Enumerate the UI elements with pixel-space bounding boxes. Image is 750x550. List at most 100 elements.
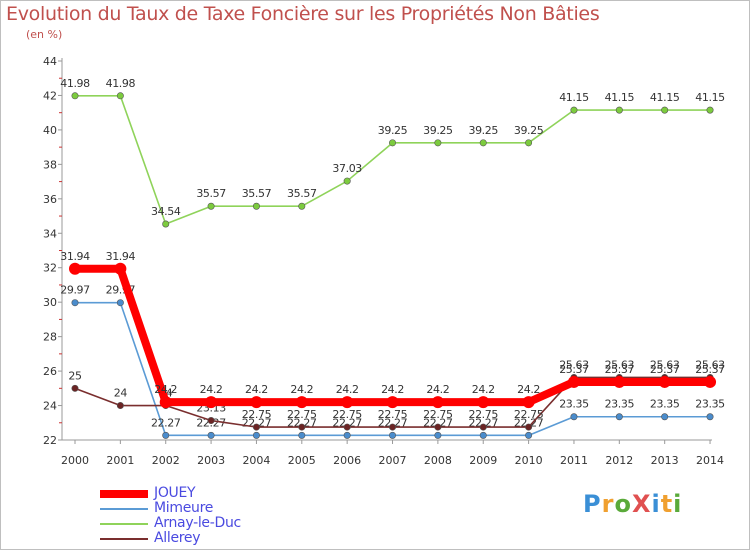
- y-tick-label: 24: [43, 400, 57, 413]
- data-point: [205, 396, 218, 409]
- chart-title: Evolution du Taux de Taxe Foncière sur l…: [6, 3, 600, 25]
- data-label: 25.37: [695, 363, 725, 376]
- data-label: 25.37: [650, 363, 680, 376]
- y-tick-label: 22: [43, 434, 57, 447]
- logo-letter: X: [631, 490, 652, 518]
- data-label: 22.75: [514, 408, 544, 421]
- logo-letter: P: [583, 490, 602, 518]
- x-tick-label: 2014: [696, 454, 724, 467]
- y-tick-label: 38: [43, 158, 57, 171]
- data-point: [343, 423, 351, 431]
- x-tick-label: 2002: [152, 454, 180, 467]
- data-label: 41.98: [106, 77, 136, 90]
- data-point: [477, 396, 490, 409]
- data-point: [567, 375, 580, 388]
- data-point: [479, 139, 487, 147]
- data-point: [116, 299, 124, 307]
- data-label: 22.27: [332, 416, 362, 429]
- data-point: [570, 413, 578, 421]
- data-point: [207, 431, 215, 439]
- data-point: [613, 375, 626, 388]
- x-tick-label: 2000: [61, 454, 89, 467]
- data-point: [252, 431, 260, 439]
- data-label: 22.27: [151, 416, 181, 429]
- data-label: 41.15: [605, 91, 635, 104]
- chart-subtitle: (en %): [26, 28, 63, 41]
- data-label: 24.2: [290, 383, 313, 396]
- x-tick-label: 2008: [424, 454, 452, 467]
- legend-item: JOUEY: [100, 486, 241, 501]
- data-label: 41.98: [60, 77, 90, 90]
- data-label: 37.03: [332, 162, 362, 175]
- data-point: [661, 413, 669, 421]
- legend-label: Arnay-le-Duc: [154, 515, 241, 531]
- data-label: 22.75: [242, 408, 272, 421]
- data-label: 25.63: [559, 358, 589, 371]
- data-point: [431, 396, 444, 409]
- x-tick-label: 2001: [106, 454, 134, 467]
- y-tick-label: 26: [43, 365, 57, 378]
- data-point: [162, 431, 170, 439]
- y-tick-label: 32: [43, 262, 57, 275]
- data-point: [479, 431, 487, 439]
- data-point: [434, 139, 442, 147]
- x-tick-label: 2012: [605, 454, 633, 467]
- y-tick-label: 44: [43, 55, 57, 68]
- data-label: 25.63: [605, 358, 635, 371]
- data-point: [71, 299, 79, 307]
- x-tick-label: 2004: [242, 454, 270, 467]
- data-label: 22.75: [378, 408, 408, 421]
- data-point: [298, 202, 306, 210]
- data-point: [295, 396, 308, 409]
- data-point: [479, 423, 487, 431]
- x-tick-label: 2006: [333, 454, 361, 467]
- data-point: [615, 106, 623, 114]
- data-label: 39.25: [378, 124, 408, 137]
- data-point: [159, 396, 172, 409]
- data-point: [706, 106, 714, 114]
- data-label: 22.75: [332, 408, 362, 421]
- data-point: [386, 396, 399, 409]
- data-label: 23.35: [559, 398, 589, 411]
- data-point: [71, 92, 79, 100]
- data-label: 23.35: [650, 398, 680, 411]
- data-label: 22.27: [423, 416, 453, 429]
- data-label: 29.97: [60, 284, 90, 297]
- data-label: 35.57: [196, 187, 226, 200]
- data-point: [389, 139, 397, 147]
- x-tick-label: 2013: [651, 454, 679, 467]
- y-tick-label: 34: [43, 227, 57, 240]
- legend-swatch: [100, 489, 148, 498]
- data-label: 41.15: [695, 91, 725, 104]
- data-label: 22.27: [468, 416, 498, 429]
- data-label: 22.27: [378, 416, 408, 429]
- legend-label: Allerey: [154, 530, 201, 546]
- logo-letter: r: [601, 490, 615, 518]
- data-label: 24.2: [472, 383, 495, 396]
- data-label: 24.2: [381, 383, 404, 396]
- data-label: 35.57: [287, 187, 317, 200]
- data-label: 22.75: [423, 408, 453, 421]
- data-label: 24.2: [336, 383, 359, 396]
- data-point: [343, 177, 351, 185]
- data-label: 39.25: [514, 124, 544, 137]
- data-point: [252, 423, 260, 431]
- data-label: 24.2: [245, 383, 268, 396]
- legend-label: Mimeure: [154, 500, 214, 516]
- data-point: [661, 106, 669, 114]
- logo-letter: i: [673, 490, 683, 518]
- y-tick-label: 42: [43, 89, 57, 102]
- data-label: 24.2: [517, 383, 540, 396]
- data-label: 39.25: [423, 124, 453, 137]
- data-label: 39.25: [468, 124, 498, 137]
- data-label: 25: [68, 369, 82, 382]
- x-tick-label: 2005: [288, 454, 316, 467]
- data-point: [207, 202, 215, 210]
- data-point: [252, 202, 260, 210]
- y-tick-label: 40: [43, 124, 57, 137]
- logo-letter: i: [651, 490, 661, 518]
- data-point: [434, 431, 442, 439]
- data-label: 31.94: [60, 250, 90, 263]
- data-point: [162, 220, 170, 228]
